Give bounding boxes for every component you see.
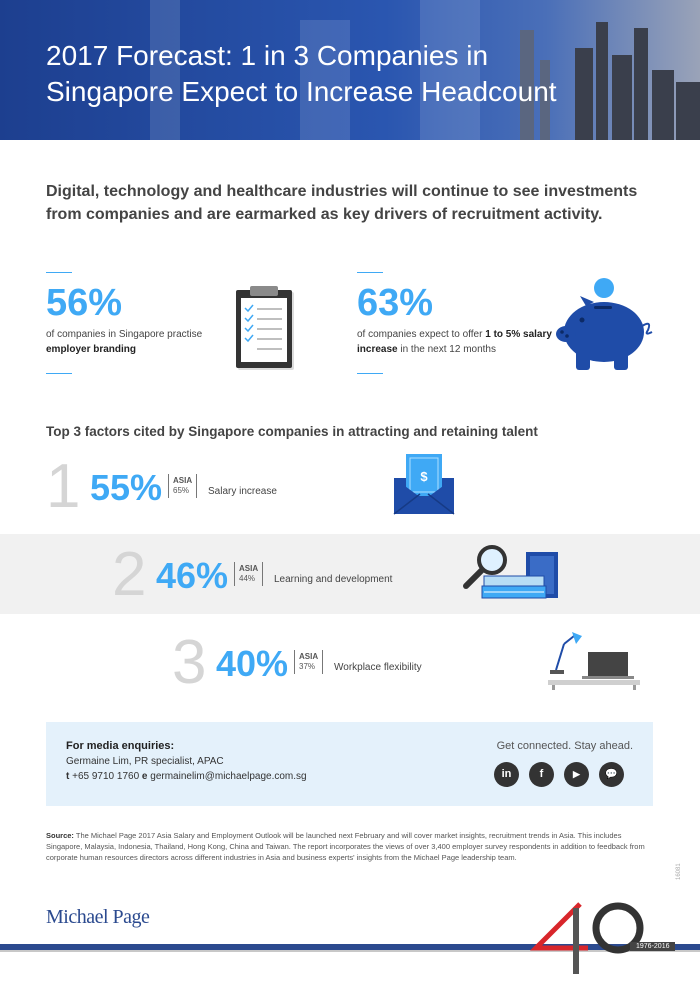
media-contact-line: t +65 9710 1760 e germainelim@michaelpag… [66,771,307,782]
factor-salary-increase: 1 55% ASIA 65% Salary increase [46,452,346,522]
stat-text: of companies expect to offer [357,329,483,340]
stat-value: 56% [46,282,123,324]
phone-number: +65 9710 1760 [72,771,140,782]
clipboard-icon [236,286,294,370]
building-shape [300,20,350,140]
stat-tail: in the next 12 months [400,344,496,355]
asia-label: ASIA [239,564,259,573]
media-contact: Germaine Lim, PR specialist, APAC [66,756,224,767]
footer-bar-accent [0,950,700,952]
chat-icon[interactable]: 💬 [599,762,624,787]
factor-rank: 3 [172,628,207,697]
footer-bar [0,944,700,950]
factor-rank: 1 [46,452,81,521]
divider [46,373,72,374]
michael-page-logo: Michael Page [46,906,150,928]
factor-label: Learning and development [274,574,393,585]
building-shape [612,55,632,140]
svg-text:$: $ [420,469,428,484]
source-text: The Michael Page 2017 Asia Salary and Em… [46,831,645,862]
stat-text: of companies in Singapore practise [46,329,203,340]
factor-workplace-flexibility: 3 40% ASIA 37% Workplace flexibility [172,628,492,698]
stat-description: of companies expect to offer 1 to 5% sal… [357,327,557,357]
magnifier-books-icon [463,545,558,599]
divider [357,373,383,374]
building-shape [150,0,180,140]
header-banner: 2017 Forecast: 1 in 3 Companies in Singa… [0,0,700,140]
factor-learning-development: 2 46% ASIA 44% Learning and development [112,540,432,610]
stat-description: of companies in Singapore practise emplo… [46,327,236,357]
factor-value: 46% [156,555,229,596]
factor-label: Workplace flexibility [334,662,422,673]
piggy-bank-icon [556,278,653,370]
asia-label: ASIA [299,652,319,661]
document-code: 16081 [676,863,682,880]
factor-value: 55% [90,467,163,508]
anniversary-years: 1976-2016 [630,942,676,951]
linkedin-icon[interactable]: in [494,762,519,787]
anniversary-text: 40 [536,939,538,941]
asia-badge: ASIA 37% [294,650,324,674]
building-shape [652,70,674,140]
source-label: Source: [46,831,74,840]
youtube-icon[interactable]: ▶ [564,762,589,787]
stat-salary-increase: 63% of companies expect to offer 1 to 5%… [357,272,557,374]
media-enquiries-box: For media enquiries: Germaine Lim, PR sp… [46,722,653,806]
tagline: Get connected. Stay ahead. [496,740,633,752]
factor-value: 40% [216,643,289,684]
desk-laptop-icon [548,632,640,690]
building-shape [540,60,550,140]
media-heading: For media enquiries: [66,740,175,752]
stat-highlight: employer branding [46,344,137,355]
factors-title: Top 3 factors cited by Singapore compani… [46,424,538,439]
factor-rank: 2 [112,540,147,609]
building-shape [676,82,700,140]
email-label: e [141,771,148,782]
email-address[interactable]: germainelim@michaelpage.com.sg [150,771,307,782]
building-shape [420,0,480,140]
asia-badge: ASIA 44% [234,562,264,586]
factor-label: Salary increase [208,486,277,497]
intro-text: Digital, technology and healthcare indus… [46,183,638,223]
stat-highlight: 1 to 5% salary increase [357,329,552,355]
stat-value: 63% [357,282,434,324]
building-shape [634,28,648,140]
divider [357,272,383,273]
building-shape [596,22,608,140]
asia-value: 37% [299,662,316,671]
page-title: 2017 Forecast: 1 in 3 Companies in Singa… [46,40,557,107]
building-shape [520,30,534,140]
anniversary-40-logo: 40 [530,902,644,974]
divider [46,272,72,273]
money-envelope-icon: $ [393,454,455,515]
asia-badge: ASIA 65% [168,474,198,498]
phone-label: t [66,771,70,782]
source-note: Source: The Michael Page 2017 Asia Salar… [46,830,654,863]
asia-label: ASIA [173,476,193,485]
facebook-icon[interactable]: f [529,762,554,787]
building-shape [575,48,593,140]
asia-value: 44% [239,574,256,583]
asia-value: 65% [173,486,190,495]
highlight-band [0,534,700,614]
stat-employer-branding: 56% of companies in Singapore practise e… [46,272,236,374]
